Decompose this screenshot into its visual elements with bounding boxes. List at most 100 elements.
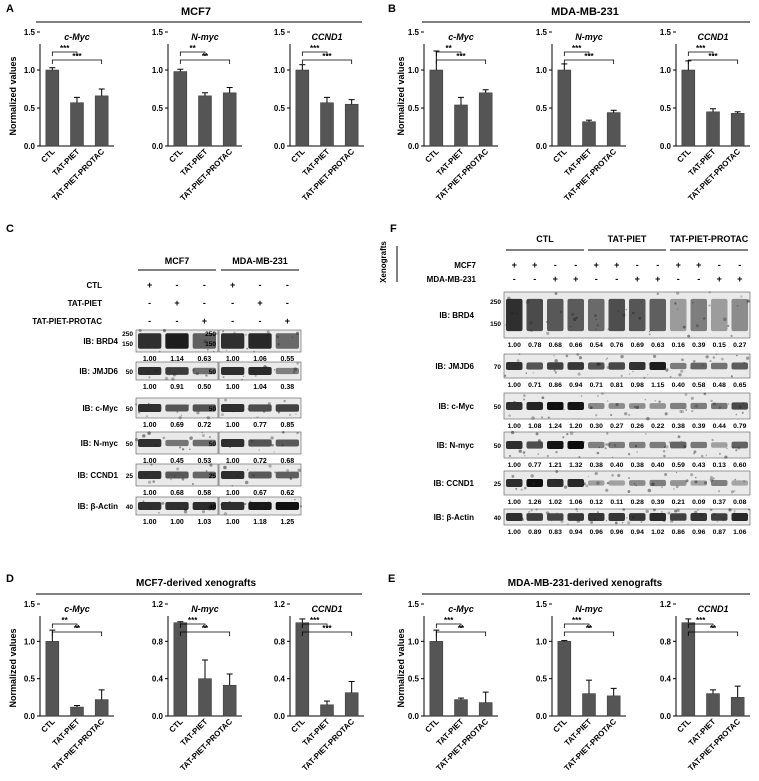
blot-band xyxy=(629,298,646,332)
blot-speck xyxy=(622,508,626,511)
blot-speck xyxy=(229,446,232,449)
significance-label: *** xyxy=(456,52,466,61)
blot-speck xyxy=(538,401,541,403)
y-tick-label: 0.0 xyxy=(24,712,36,721)
bar xyxy=(344,103,359,147)
quant-value: 0.77 xyxy=(253,422,267,429)
blot-speck xyxy=(525,300,530,304)
blot-band xyxy=(165,502,189,510)
blot-speck xyxy=(196,411,200,415)
blot-row-label: IB: JMJD6 xyxy=(435,362,474,371)
y-tick-label: 0.5 xyxy=(274,104,286,113)
blot-speck xyxy=(680,410,684,414)
y-tick-label: 1.0 xyxy=(408,66,420,75)
significance-bracket xyxy=(179,631,231,636)
mw-marker: 40 xyxy=(209,504,217,511)
blot-speck xyxy=(604,447,607,450)
blot-speck xyxy=(674,302,677,305)
blot-band xyxy=(629,441,646,449)
treatment-sign: - xyxy=(176,280,179,290)
quant-value: 0.94 xyxy=(569,382,582,389)
blot-speck xyxy=(709,360,712,363)
blot-speck xyxy=(246,469,249,471)
blot-speck xyxy=(631,311,635,315)
blot-speck xyxy=(274,471,277,474)
blot-speck xyxy=(208,435,212,439)
blot-speck xyxy=(241,378,243,381)
blot-speck xyxy=(523,454,526,457)
quant-value: 0.44 xyxy=(713,423,726,430)
bar xyxy=(706,693,720,717)
blot-speck xyxy=(622,313,626,317)
blot-speck xyxy=(238,472,242,475)
blot-speck xyxy=(575,508,578,511)
blot-speck xyxy=(215,332,218,335)
blot-band xyxy=(547,479,564,487)
blot-speck xyxy=(712,402,717,406)
chart-title: N-myc xyxy=(191,604,219,614)
blot-speck xyxy=(546,454,550,458)
mda-sign: + xyxy=(573,274,578,284)
blot-speck xyxy=(718,452,722,455)
y-tick-label: 1.5 xyxy=(24,600,36,609)
mcf7-sign: - xyxy=(738,260,741,270)
quant-value: 0.53 xyxy=(198,458,212,465)
blot-speck xyxy=(734,478,737,481)
y-tick-label: 1.2 xyxy=(274,600,286,609)
blot-speck xyxy=(181,448,185,451)
blot-band xyxy=(165,333,189,349)
blot-band xyxy=(192,404,216,412)
y-tick-label: 0.5 xyxy=(536,675,548,684)
bar xyxy=(173,71,188,147)
blot-speck xyxy=(183,510,188,514)
blot-speck xyxy=(510,311,514,315)
blot-speck xyxy=(606,482,609,485)
xenograft-row-label: MCF7 xyxy=(454,261,476,270)
chart-d3: CCND10.00.40.81.2CTLTAT-PIETTAT-PIET-PRO… xyxy=(274,600,364,773)
blot-speck xyxy=(553,355,555,357)
blot-speck xyxy=(152,480,156,483)
blot-speck xyxy=(693,452,696,455)
blot-speck xyxy=(212,350,215,353)
blot-speck xyxy=(741,411,744,414)
cell-line-header: MDA-MB-231 xyxy=(232,256,288,266)
chart-title: N-myc xyxy=(575,604,603,614)
blot-band xyxy=(567,479,584,487)
blot-speck xyxy=(554,359,558,363)
blot-band xyxy=(221,404,245,412)
blot-band xyxy=(547,362,564,370)
blot-speck xyxy=(674,509,677,513)
category-label: CTL xyxy=(39,147,56,164)
panel-a-ylabel: Normalized values xyxy=(8,56,18,135)
blot-band xyxy=(608,441,625,449)
blot-speck xyxy=(184,507,188,512)
y-tick-label: 0.5 xyxy=(24,675,36,684)
blot-speck xyxy=(738,405,742,409)
blot-speck xyxy=(565,354,569,358)
bar xyxy=(429,69,444,147)
significance-label: *** xyxy=(696,616,706,625)
blot-speck xyxy=(537,453,540,455)
treatment-sign: - xyxy=(231,316,234,326)
treatment-sign: + xyxy=(202,316,207,326)
blot-speck xyxy=(223,439,226,442)
quant-value: 1.32 xyxy=(569,462,582,469)
blot-speck xyxy=(611,473,615,477)
y-tick-label: 0.5 xyxy=(408,675,420,684)
blot-speck xyxy=(276,335,280,339)
chart-b2: N-myc0.00.51.01.5CTLTAT-PIETTAT-PIET-PRO… xyxy=(536,28,626,203)
blot-speck xyxy=(669,519,674,523)
chart-title: c-Myc xyxy=(448,604,474,614)
significance-label: ** xyxy=(202,624,209,633)
blot-band xyxy=(138,502,162,510)
blot-band xyxy=(526,298,543,332)
blot-speck xyxy=(197,407,200,409)
blot-speck xyxy=(692,302,694,304)
category-label: CTL xyxy=(289,147,306,164)
blot-speck xyxy=(148,506,152,510)
treatment-sign: - xyxy=(148,298,151,308)
blot-speck xyxy=(244,480,249,485)
chart-title: c-Myc xyxy=(64,32,90,42)
blot-band xyxy=(690,441,707,449)
quant-value: 0.85 xyxy=(281,422,295,429)
